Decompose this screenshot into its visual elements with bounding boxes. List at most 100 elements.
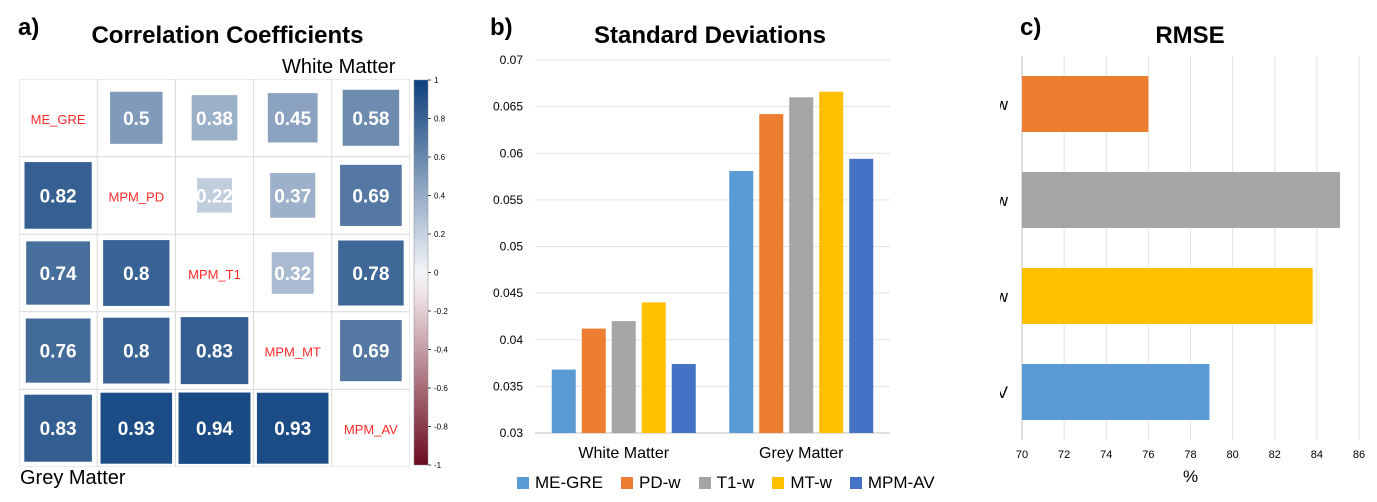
x-tick-label: 86 (1353, 449, 1365, 461)
colorbar-tick-label: 0.8 (434, 115, 446, 124)
correlation-title: Correlation Coefficients (91, 22, 364, 49)
colorbar-tick-label: -1 (434, 461, 442, 470)
corr-value: 0.76 (40, 342, 77, 363)
diag-label: MPM_T1 (188, 267, 241, 282)
x-tick-label: 74 (1100, 449, 1112, 461)
y-tick-label: T1-w (1000, 191, 1009, 210)
corr-value: 0.32 (274, 264, 311, 285)
colorbar-tick-label: 0.2 (434, 230, 446, 239)
corr-cell (25, 318, 91, 383)
corr-value: 0.69 (352, 342, 389, 363)
bar (789, 97, 814, 434)
bar (551, 369, 576, 433)
bar (1022, 172, 1341, 228)
colorbar-tick-label: 0.4 (434, 192, 446, 201)
corr-cell (178, 392, 251, 464)
corr-cell (24, 394, 92, 462)
bar (641, 302, 666, 433)
y-tick-label: 0.03 (500, 426, 524, 440)
diag-label: ME_GRE (31, 112, 86, 127)
corr-value: 0.37 (274, 186, 311, 207)
corr-value: 0.58 (352, 109, 389, 130)
corr-value: 0.8 (123, 342, 149, 363)
y-tick-label: 0.05 (500, 240, 524, 254)
bar (611, 321, 636, 433)
legend-swatch (698, 477, 711, 489)
y-tick-label: 0.035 (493, 379, 523, 393)
corr-cell (24, 162, 92, 229)
colorbar-tick-label: 0 (434, 269, 439, 278)
corr-value: 0.93 (118, 419, 155, 440)
legend-swatch (517, 477, 529, 489)
bar (1022, 268, 1313, 324)
corr-cell (338, 240, 404, 306)
y-tick-label: MT-w (1000, 287, 1009, 306)
x-tick-label: 72 (1058, 449, 1070, 461)
corr-value: 0.38 (196, 109, 233, 130)
corr-cell (110, 91, 163, 144)
corr-cell (26, 241, 91, 305)
diag-label: MPM_PD (108, 189, 164, 204)
bar (671, 363, 696, 433)
y-tick-label: 0.045 (493, 286, 523, 300)
x-tick-label: 78 (1184, 449, 1196, 461)
colorbar-tick-label: 1 (434, 76, 439, 85)
corr-value: 0.74 (40, 264, 77, 285)
corr-cell (180, 317, 249, 385)
x-axis-label: % (1183, 467, 1198, 486)
corr-value: 0.94 (196, 419, 233, 440)
y-tick-label: 0.06 (500, 146, 524, 160)
colorbar-tick-label: -0.6 (434, 384, 448, 393)
correlation-matrix: ME_GRE 0.5 0.38 0.45 0.58 0.82 MPM_PD 0.22 0.37 0… (18, 78, 411, 468)
legend-swatch (849, 477, 862, 489)
corr-cell (340, 164, 402, 226)
corr-cell (340, 320, 402, 382)
y-tick-label: 0.04 (500, 333, 524, 347)
bar (729, 170, 754, 433)
y-tick-label: PD-w (1000, 95, 1009, 114)
corr-value: 0.8 (123, 264, 149, 285)
std-dev-title: Standard Deviations (593, 22, 827, 49)
colorbar-tick-label: -0.4 (434, 346, 448, 355)
corr-value: 0.69 (352, 186, 389, 207)
legend-item: MT-w (772, 473, 832, 493)
corr-cell (342, 89, 400, 146)
bar (819, 91, 844, 433)
bar (759, 114, 784, 434)
corr-value: 0.5 (123, 109, 150, 130)
corr-cell (197, 178, 232, 213)
std-dev-chart: 0.07 0.065 0.06 0.055 0.05 0.045 0.04 0.035 0.03… (493, 53, 890, 462)
legend-label: MT-w (790, 473, 832, 492)
x-tick-label: White Matter (578, 445, 669, 462)
legend-swatch (621, 477, 633, 489)
corr-value: 0.83 (196, 342, 233, 363)
panel-c-letter: c) (1020, 14, 1042, 41)
legend-label: ME-GRE (535, 473, 603, 492)
corr-cell (256, 392, 329, 464)
x-tick-label: 70 (1016, 449, 1028, 461)
colorbar-tick-label: -0.2 (434, 307, 448, 316)
bar (849, 158, 874, 433)
colorbar-tick-label: 0.6 (434, 153, 446, 162)
correlation-matrix-svg: ME_GRE 0.5 0.38 0.45 0.58 0.82 MPM_PD 0.22 0.37 0… (18, 78, 411, 468)
corr-cell (103, 240, 170, 306)
legend-label: PD-w (639, 473, 681, 492)
diag-label: MPM_AV (344, 422, 398, 437)
corr-cell (191, 95, 238, 141)
rmse-chart: 70 72 74 76 78 80 82 84 86 PD-w T1-w MT-w MPM-AV% (1000, 56, 1365, 486)
corr-cell (103, 317, 170, 384)
diag-label: MPM_MT (265, 345, 321, 360)
std-dev-legend: ME-GRE PD-w T1-w MT-w MPM-AV (517, 473, 935, 493)
bar (1022, 364, 1210, 420)
corr-cell (100, 392, 173, 464)
y-tick-label: MPM-AV (1000, 383, 1009, 402)
white-matter-label: White Matter (282, 56, 396, 78)
colorbar-tick-label: -0.8 (434, 423, 448, 432)
corr-cell (267, 93, 318, 143)
corr-value: 0.83 (40, 419, 77, 440)
legend-swatch (772, 477, 785, 489)
bar (581, 328, 606, 433)
corr-value: 0.82 (40, 186, 77, 207)
panel-b-letter: b) (490, 14, 513, 41)
legend-item: PD-w (621, 473, 681, 493)
